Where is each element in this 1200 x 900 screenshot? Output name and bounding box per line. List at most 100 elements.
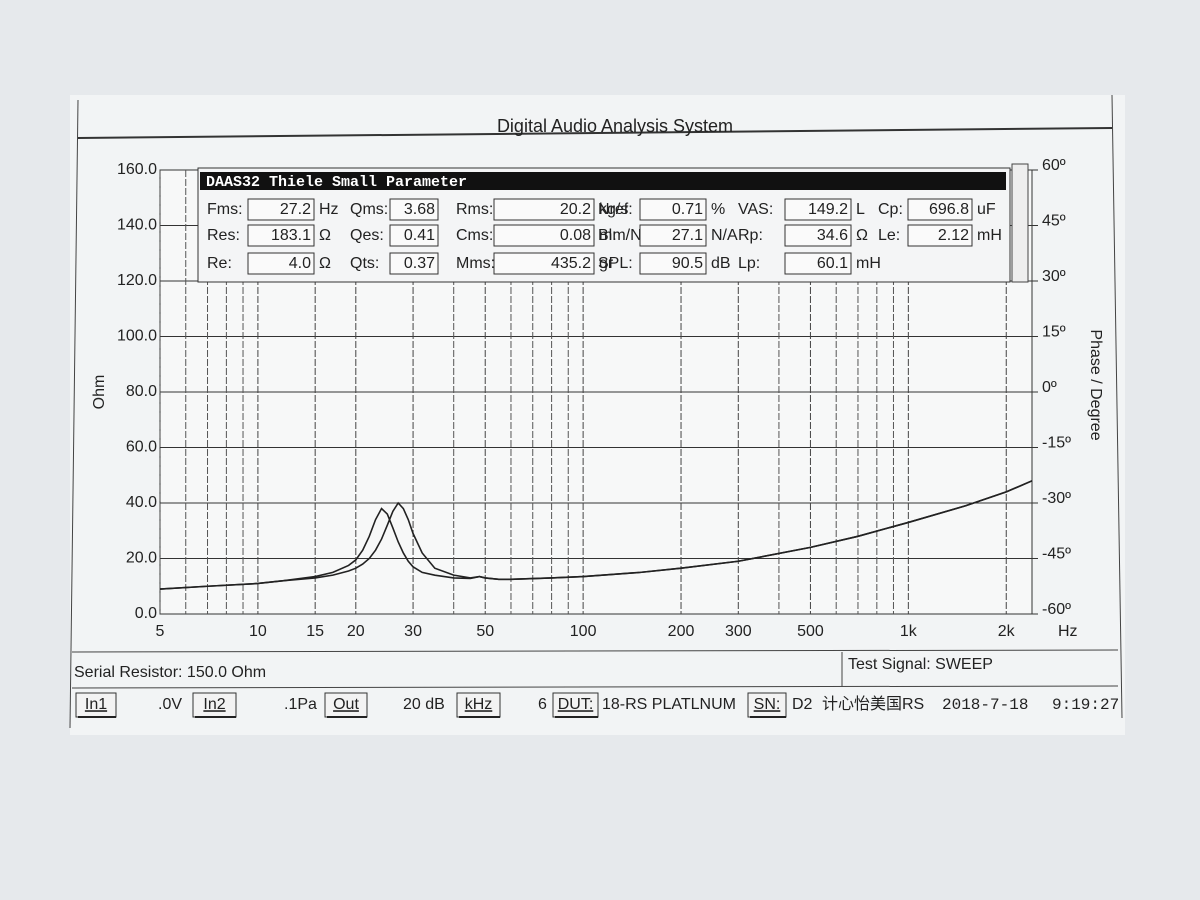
- param-value: 149.2: [808, 201, 848, 218]
- param-label: Re:: [207, 255, 232, 272]
- status-text: .0V: [158, 696, 182, 713]
- status-rule: [71, 685, 1119, 689]
- param-label: Qes:: [350, 227, 384, 244]
- param-box: [784, 224, 852, 247]
- x-tick-label: 100: [570, 623, 597, 640]
- param-value: 0.37: [404, 255, 435, 272]
- param-box: [907, 224, 973, 247]
- status-text: 9:19:27: [1052, 696, 1119, 714]
- panel-scrollbar[interactable]: [1011, 163, 1029, 283]
- y2-tick-label: 15º: [1042, 324, 1066, 341]
- param-box: [389, 224, 439, 247]
- toolbar-button[interactable]: In2: [192, 692, 237, 718]
- button-label[interactable]: DUT:: [558, 696, 594, 713]
- x-tick-label: 200: [668, 623, 695, 640]
- x-tick-label: 20: [347, 623, 365, 640]
- param-unit: Ω: [856, 227, 868, 244]
- toolbar-button[interactable]: kHz: [456, 692, 501, 718]
- param-box: [907, 198, 973, 221]
- param-label: SPL:: [598, 255, 633, 272]
- panel-title: DAAS32 Thiele Small Parameter: [206, 174, 467, 191]
- button-label[interactable]: Out: [333, 696, 359, 713]
- param-unit: L: [856, 201, 865, 218]
- param-label: Nref:: [598, 201, 633, 218]
- param-unit: kg/s: [599, 201, 628, 218]
- serial-resistor: Serial Resistor: 150.0 Ohm: [74, 664, 266, 681]
- param-label: Fms:: [207, 201, 243, 218]
- param-value: 183.1: [271, 227, 311, 244]
- status-text: 6: [538, 696, 547, 713]
- frame-left: [69, 99, 79, 729]
- param-unit: Hz: [319, 201, 339, 218]
- param-box: [247, 198, 315, 221]
- x-tick-label: 1k: [900, 623, 918, 640]
- button-label[interactable]: In2: [203, 696, 225, 713]
- param-label: Bl:: [598, 227, 617, 244]
- y2-tick-label: 45º: [1042, 213, 1066, 230]
- y2-tick-label: -30º: [1042, 490, 1071, 507]
- x-tick-label: 2k: [998, 623, 1016, 640]
- param-value: 435.2: [551, 255, 591, 272]
- y2-tick-label: 60º: [1042, 157, 1066, 174]
- param-value: 27.2: [280, 201, 311, 218]
- param-box: [389, 252, 439, 275]
- y-tick-label: 100.0: [117, 328, 157, 345]
- param-unit: dB: [711, 255, 731, 272]
- param-value: 60.1: [817, 255, 848, 272]
- x-tick-label: 500: [797, 623, 824, 640]
- status-rule: [71, 649, 1119, 653]
- y-tick-label: 20.0: [126, 550, 157, 567]
- toolbar-button[interactable]: In1: [75, 692, 117, 718]
- impedance-curve: [159, 480, 1033, 590]
- param-label: Le:: [878, 227, 900, 244]
- y-tick-label: 0.0: [135, 605, 157, 622]
- param-box: [247, 224, 315, 247]
- param-box: [493, 252, 595, 275]
- param-unit: mH: [977, 227, 1002, 244]
- status-text: D2: [792, 696, 813, 713]
- param-label: Mms:: [456, 255, 495, 272]
- y-tick-label: 40.0: [126, 494, 157, 511]
- y2-tick-label: -60º: [1042, 601, 1071, 618]
- param-box: [784, 252, 852, 275]
- param-label: VAS:: [738, 201, 773, 218]
- param-value: 0.41: [404, 227, 435, 244]
- toolbar-button[interactable]: SN:: [747, 692, 787, 718]
- y-tick-label: 140.0: [117, 217, 157, 234]
- button-face: [192, 692, 237, 718]
- param-unit: Ω: [319, 227, 331, 244]
- param-box: [493, 224, 595, 247]
- param-value: 3.68: [404, 201, 435, 218]
- toolbar-button[interactable]: DUT:: [552, 692, 599, 718]
- param-unit: uF: [977, 201, 996, 218]
- x-tick-label: 15: [306, 623, 324, 640]
- y2-tick-label: 0º: [1042, 379, 1057, 396]
- x-axis-label: Hz: [1058, 623, 1078, 640]
- toolbar-button[interactable]: Out: [324, 692, 368, 718]
- button-label[interactable]: kHz: [465, 696, 493, 713]
- param-unit: mH: [856, 255, 881, 272]
- param-unit: mm/N: [599, 227, 642, 244]
- x-tick-label: 50: [476, 623, 494, 640]
- param-value: 2.12: [938, 227, 969, 244]
- y-axis-label: Ohm: [91, 375, 108, 410]
- param-box: [247, 252, 315, 275]
- param-label: Cp:: [878, 201, 903, 218]
- status-text: 18-RS PLATLNUM: [602, 696, 736, 713]
- button-face: [75, 692, 117, 718]
- param-label: Lp:: [738, 255, 760, 272]
- frame-right: [1111, 94, 1123, 719]
- status-text: .1Pa: [284, 696, 317, 713]
- button-label[interactable]: In1: [85, 696, 107, 713]
- y-tick-label: 60.0: [126, 439, 157, 456]
- x-tick-label: 30: [404, 623, 422, 640]
- param-label: Res:: [207, 227, 240, 244]
- button-label[interactable]: SN:: [754, 696, 781, 713]
- button-face: [747, 692, 787, 718]
- y2-tick-label: 30º: [1042, 268, 1066, 285]
- x-tick-label: 5: [156, 623, 165, 640]
- panel-titlebar: [200, 172, 1006, 190]
- param-value: 4.0: [289, 255, 311, 272]
- status-text: 20 dB: [403, 696, 445, 713]
- param-box: [639, 252, 707, 275]
